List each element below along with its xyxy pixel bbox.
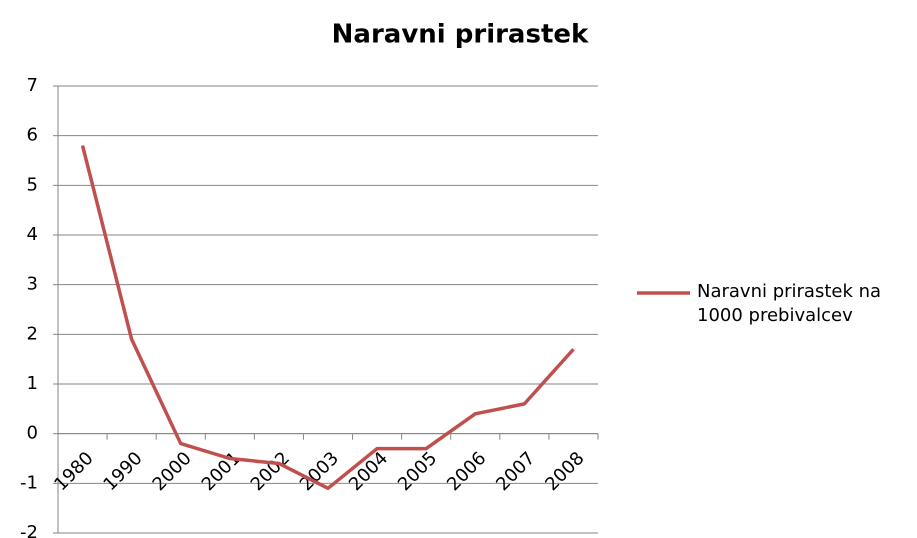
y-tick-label: 6 — [27, 125, 38, 146]
x-tick-label: 2003 — [296, 448, 343, 495]
x-tick-label: 2002 — [247, 448, 294, 495]
chart-title: Naravni prirastek — [332, 20, 589, 50]
legend-label: Naravni prirastek na 1000 prebivalcev — [697, 281, 882, 326]
x-tick-label: 1980 — [50, 448, 97, 495]
x-tick-label: 2007 — [492, 448, 539, 495]
x-tick-label: 2005 — [394, 448, 441, 495]
y-tick-label: -1 — [20, 472, 38, 493]
x-tick-label: 2006 — [443, 448, 490, 495]
x-tick-label: 2000 — [149, 448, 196, 495]
y-tick-label: 5 — [27, 174, 38, 195]
y-tick-label: 3 — [27, 274, 38, 295]
y-tick-label: 2 — [27, 323, 38, 344]
y-tick-label: 7 — [27, 75, 38, 96]
series-line — [80, 145, 575, 491]
y-tick-label: 0 — [27, 423, 38, 444]
y-tick-label: 4 — [27, 224, 38, 245]
x-tick-label: 2008 — [541, 448, 588, 495]
x-tick-label: 1990 — [99, 448, 146, 495]
y-tick-label: 1 — [27, 373, 38, 394]
y-tick-label: -2 — [20, 522, 38, 538]
